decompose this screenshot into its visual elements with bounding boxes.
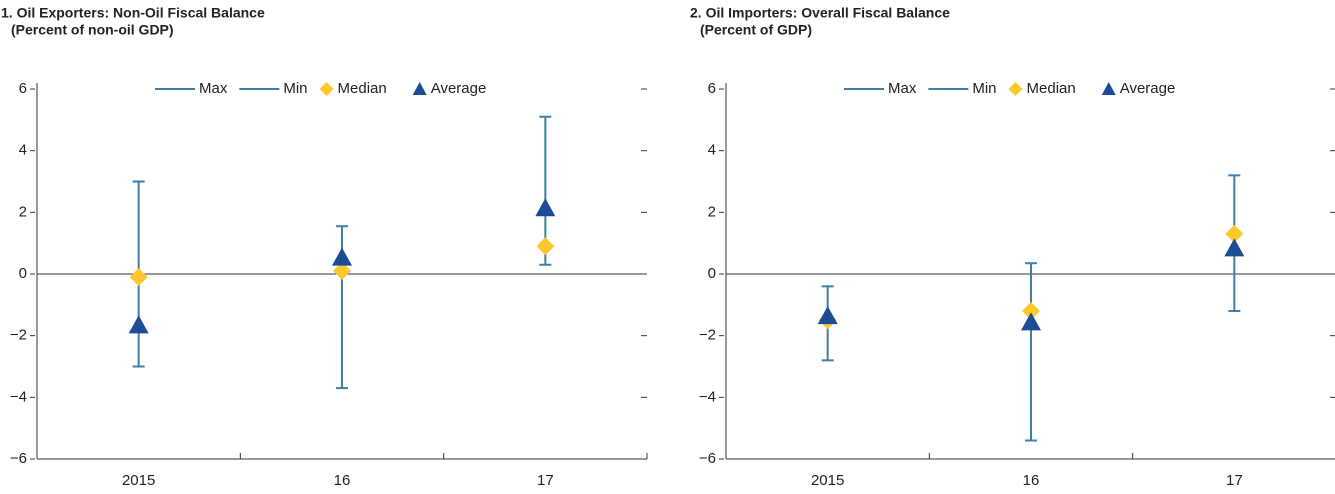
y-tick-label: 0 [19,265,27,282]
chart-title: 2. Oil Importers: Overall Fiscal Balance [690,5,950,21]
x-tick-label: 16 [334,472,351,489]
legend-label: Max [199,80,228,97]
y-tick-label: 0 [708,265,716,282]
y-tick-label: −2 [10,327,27,344]
legend-label: Median [338,80,387,97]
median-marker [1022,302,1040,320]
y-tick-label: −4 [699,388,716,405]
median-marker [536,237,555,256]
legend-triangle [1101,82,1116,95]
y-tick-label: 6 [708,80,716,97]
legend-triangle [412,82,427,95]
y-tick-label: −6 [10,450,27,467]
y-tick-label: −6 [699,450,716,467]
x-tick-label: 2015 [811,472,844,489]
y-tick-label: 6 [19,80,27,97]
legend-diamond [319,82,334,96]
x-tick-label: 2015 [122,472,155,489]
average-marker [535,198,556,217]
legend-label: Median [1027,80,1076,97]
legend-label: Average [431,80,487,97]
x-tick-label: 17 [537,472,554,489]
median-marker [333,261,351,280]
median-marker [1225,224,1244,243]
y-tick-label: −4 [10,388,27,405]
legend-label: Min [972,80,996,97]
y-tick-label: 4 [19,142,27,159]
legend-label: Average [1120,80,1176,97]
legend-diamond [1008,82,1023,96]
y-tick-label: 4 [708,142,716,159]
legend-label: Max [888,80,917,97]
x-tick-label: 16 [1023,472,1040,489]
average-marker [332,247,352,266]
average-marker [817,306,838,325]
average-marker [1021,312,1041,331]
y-tick-label: 2 [19,203,27,220]
median-marker [129,268,148,287]
y-tick-label: −2 [699,327,716,344]
chart-title: 1. Oil Exporters: Non-Oil Fiscal Balance [1,5,265,21]
chart-subtitle: (Percent of non-oil GDP) [11,22,174,38]
x-tick-label: 17 [1226,472,1243,489]
legend-label: Min [283,80,307,97]
average-marker [128,315,149,334]
average-marker [1224,238,1245,257]
chart-subtitle: (Percent of GDP) [700,22,812,38]
y-tick-label: 2 [708,203,716,220]
